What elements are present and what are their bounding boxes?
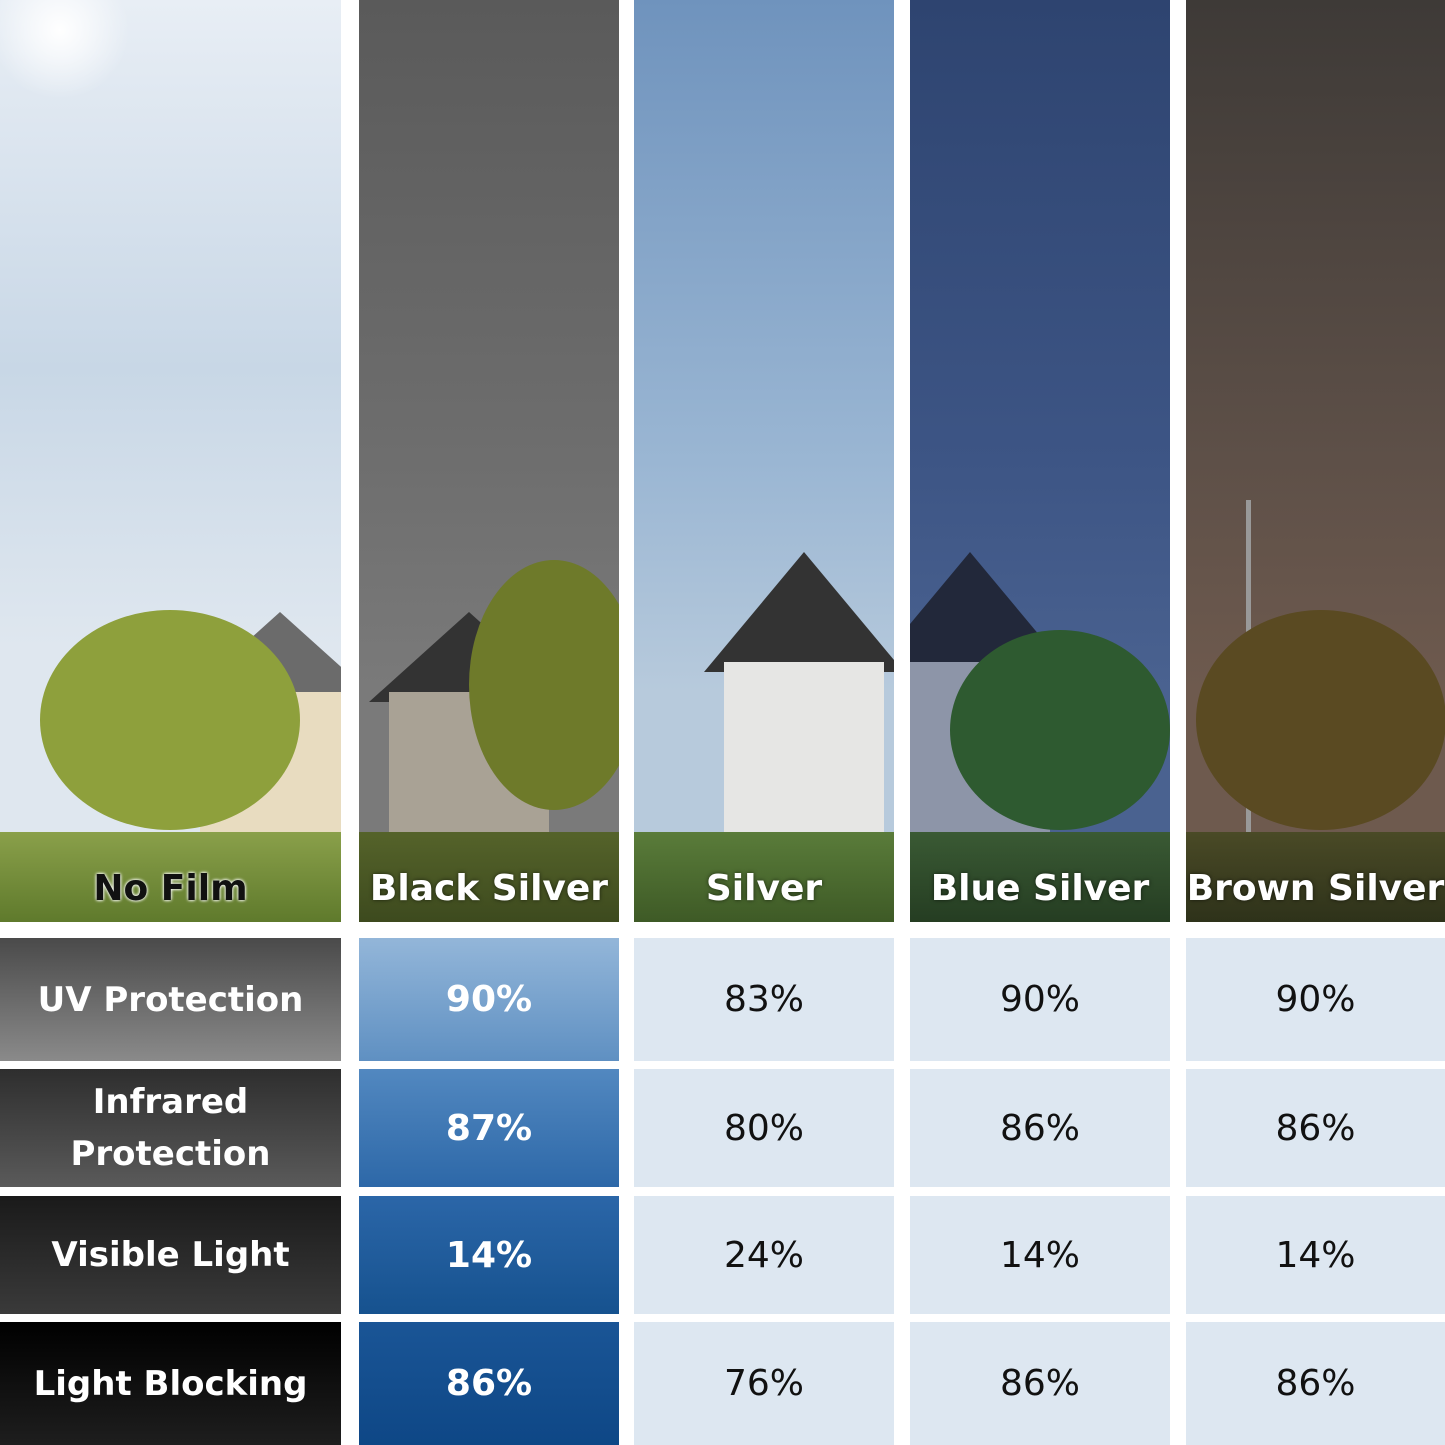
film-name: Silver [705,868,823,909]
photo-black-silver: Black Silver [359,0,619,922]
photo-no-film: No Film [0,0,341,922]
photo-brown-silver: Brown Silver [1186,0,1445,922]
value-cell: 14% [359,1196,619,1314]
row-label: UV Protection [0,938,341,1061]
value-cell: 87% [359,1069,619,1187]
value-cell: 86% [910,1069,1170,1187]
film-name: Brown Silver [1186,868,1445,909]
value-cell: 86% [1186,1322,1445,1445]
value-cell: 14% [910,1196,1170,1314]
photo-blue-silver: Blue Silver [910,0,1170,922]
value-cell: 80% [634,1069,894,1187]
value-cell: 14% [1186,1196,1445,1314]
value-cell: 86% [910,1322,1170,1445]
value-cell: 90% [359,938,619,1061]
value-cell: 90% [1186,938,1445,1061]
value-cell: 76% [634,1322,894,1445]
film-name: No Film [93,868,248,909]
value-cell: 24% [634,1196,894,1314]
photo-silver: Silver [634,0,894,922]
film-name: Blue Silver [930,868,1150,909]
film-name: Black Silver [369,868,609,909]
value-cell: 83% [634,938,894,1061]
value-cell: 86% [359,1322,619,1445]
row-label: Infrared Protection [0,1069,341,1187]
row-label: Visible Light [0,1196,341,1314]
row-label: Light Blocking [0,1322,341,1445]
value-cell: 90% [910,938,1170,1061]
value-cell: 86% [1186,1069,1445,1187]
